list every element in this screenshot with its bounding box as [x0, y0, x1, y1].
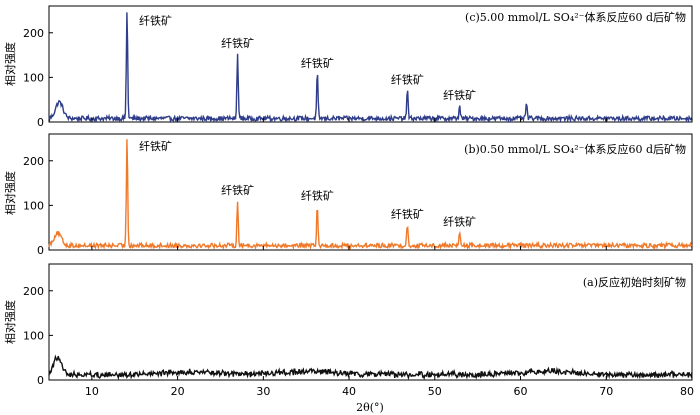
panel-b-ytick-label-0: 0 [37, 244, 44, 257]
panel-c-ytick-label-0: 0 [37, 116, 44, 129]
panel-a-ytick-label-0: 0 [37, 374, 44, 387]
panel-c-yticks: 0 100 200 [23, 27, 53, 129]
panel-c-label: (c)5.00 mmol/L SO₄²⁻体系反应60 d后矿物 [465, 10, 686, 24]
panel-b-peak-label-0: 纤铁矿 [139, 140, 172, 153]
panel-a-frame [48, 263, 693, 381]
panel-c-ytick-label-2: 200 [23, 27, 44, 40]
panel-c-peak-label-3: 纤铁矿 [391, 73, 424, 86]
panel-a-pattern-line [48, 354, 693, 381]
panel-a-xtick-label-7: 80 [680, 385, 694, 398]
panel-a-xtick-label-3: 40 [342, 385, 356, 398]
panel-b-label: (b)0.50 mmol/L SO₄²⁻体系反应60 d后矿物 [464, 142, 686, 156]
panel-a-xtick-label-1: 20 [171, 385, 185, 398]
panel-a-xtick-label-0: 10 [85, 385, 99, 398]
panel-a-xtick-label-6: 70 [599, 385, 613, 398]
panel-a-ylabel: 相对强度 [3, 300, 17, 344]
panel-a: 0 100 200 10 20 30 40 50 60 70 80 (a)反应初始时刻矿物 相对强… [3, 263, 694, 414]
panel-a-xtick-label-4: 50 [428, 385, 442, 398]
panel-a-yticks: 0 100 200 [23, 285, 53, 387]
panel-c-frame [48, 5, 693, 123]
panel-a-xtick-label-2: 30 [256, 385, 270, 398]
panel-c-peak-label-1: 纤铁矿 [221, 37, 254, 50]
panel-a-xtick-label-5: 60 [514, 385, 528, 398]
panel-b-peak-label-1: 纤铁矿 [221, 184, 254, 197]
panel-b-ylabel: 相对强度 [3, 171, 17, 215]
panel-b-pattern-line [48, 139, 693, 251]
panel-c-ytick-label-1: 100 [23, 71, 44, 84]
panel-b-peak-label-2: 纤铁矿 [301, 189, 334, 202]
panel-b-ytick-label-2: 200 [23, 155, 44, 168]
panel-a-ytick-label-2: 200 [23, 285, 44, 298]
panel-c-ylabel: 相对强度 [3, 42, 17, 86]
panel-a-xticks: 10 20 30 40 50 60 70 80 [85, 385, 694, 398]
panel-b-ytick-label-1: 100 [23, 199, 44, 212]
panel-b-yticks: 0 100 200 [23, 155, 53, 257]
panel-c-pattern-line [48, 12, 693, 124]
panel-a-label: (a)反应初始时刻矿物 [583, 275, 686, 289]
panel-a-ytick-label-1: 100 [23, 329, 44, 342]
panel-b-frame [48, 133, 693, 251]
x-axis-title: 2θ(°) [356, 401, 384, 414]
panel-b-peak-label-4: 纤铁矿 [443, 215, 476, 228]
panel-c-peak-label-0: 纤铁矿 [139, 14, 172, 27]
panel-b-peak-label-3: 纤铁矿 [391, 208, 424, 221]
panel-c-peak-label-4: 纤铁矿 [443, 89, 476, 102]
panel-c-peak-label-2: 纤铁矿 [301, 57, 334, 70]
